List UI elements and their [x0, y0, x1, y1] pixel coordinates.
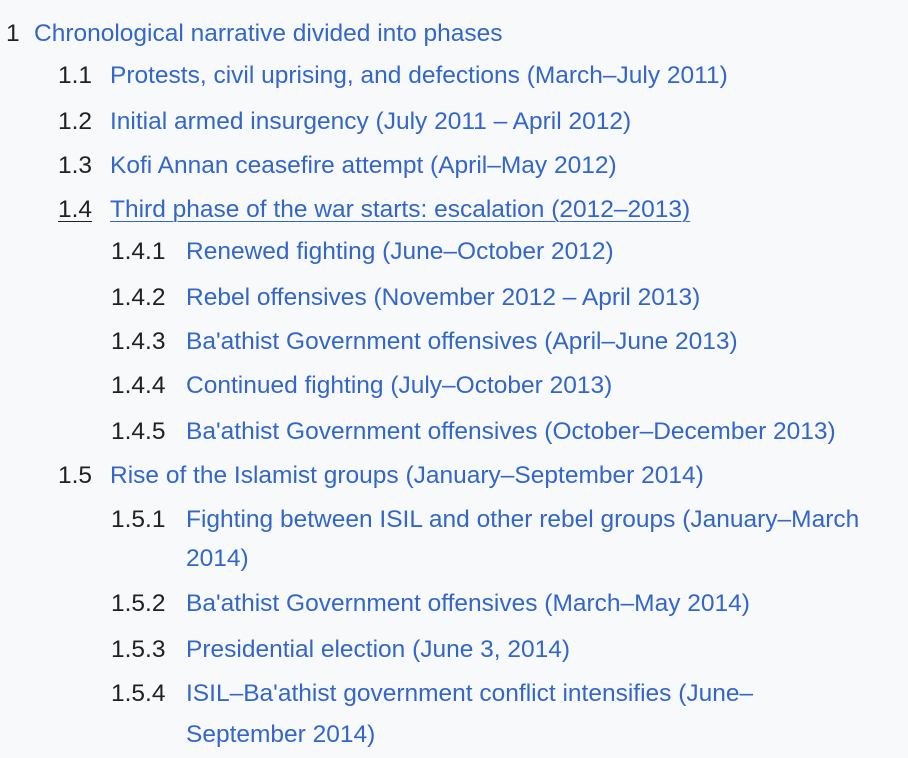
toc-text: Kofi Annan ceasefire attempt (April–May …: [110, 152, 617, 179]
toc-entry-1-4-5[interactable]: 1.4.5 Ba'athist Government offensives (O…: [111, 417, 836, 446]
toc-number: 1: [6, 20, 20, 47]
toc-entry-1-4-3[interactable]: 1.4.3 Ba'athist Government offensives (A…: [111, 327, 738, 356]
toc-entry-1-5-4[interactable]: 1.5.4 ISIL–Ba'athist government conflict…: [111, 679, 806, 755]
toc-number: 1.4: [58, 196, 93, 223]
toc-number: 1.3: [58, 152, 93, 179]
toc-number: 1.4.4: [111, 372, 166, 399]
toc-entry-1-3[interactable]: 1.3 Kofi Annan ceasefire attempt (April–…: [58, 151, 617, 180]
toc-text: Ba'athist Government offensives (April–J…: [186, 328, 738, 355]
toc-entry-1[interactable]: 1 Chronological narrative divided into p…: [6, 19, 503, 48]
toc-text: Chronological narrative divided into pha…: [34, 20, 503, 47]
toc-text: Initial armed insurgency (July 2011 – Ap…: [110, 108, 632, 135]
toc-text: Third phase of the war starts: escalatio…: [110, 196, 691, 223]
toc-number: 1.4.3: [111, 328, 166, 355]
toc-entry-1-4[interactable]: 1.4 Third phase of the war starts: escal…: [58, 195, 690, 224]
toc-text: Continued fighting (July–October 2013): [186, 372, 613, 399]
toc-text: Fighting between ISIL and other rebel gr…: [186, 506, 860, 572]
toc-text: ISIL–Ba'athist government conflict inten…: [186, 680, 754, 748]
toc-entry-1-5-2[interactable]: 1.5.2 Ba'athist Government offensives (M…: [111, 589, 750, 618]
toc-number: 1.2: [58, 108, 93, 135]
toc-text: Ba'athist Government offensives (March–M…: [186, 590, 750, 617]
toc-entry-1-4-4[interactable]: 1.4.4 Continued fighting (July–October 2…: [111, 371, 612, 400]
toc-entry-1-2[interactable]: 1.2 Initial armed insurgency (July 2011 …: [58, 107, 631, 136]
toc-number: 1.4.1: [111, 238, 166, 265]
toc-number: 1.5: [58, 462, 93, 489]
toc-entry-1-5[interactable]: 1.5 Rise of the Islamist groups (January…: [58, 461, 704, 490]
toc-number: 1.5.2: [111, 590, 166, 617]
toc-number: 1.1: [58, 62, 93, 89]
toc-number: 1.5.4: [111, 680, 166, 707]
toc-text: Presidential election (June 3, 2014): [186, 636, 571, 663]
toc-text: Renewed fighting (June–October 2012): [186, 238, 614, 265]
toc-number: 1.4.2: [111, 284, 166, 311]
toc-text: Protests, civil uprising, and defections…: [110, 62, 728, 89]
toc-entry-1-5-1[interactable]: 1.5.1 Fighting between ISIL and other re…: [111, 505, 866, 578]
toc-text: Ba'athist Government offensives (October…: [186, 418, 836, 445]
toc-entry-1-5-3[interactable]: 1.5.3 Presidential election (June 3, 201…: [111, 635, 570, 664]
toc-entry-1-4-2[interactable]: 1.4.2 Rebel offensives (November 2012 – …: [111, 283, 700, 312]
toc-number: 1.5.3: [111, 636, 166, 663]
toc-entry-1-4-1[interactable]: 1.4.1 Renewed fighting (June–October 201…: [111, 237, 614, 266]
toc-number: 1.5.1: [111, 506, 166, 533]
toc-number: 1.4.5: [111, 418, 166, 445]
toc-entry-1-1[interactable]: 1.1 Protests, civil uprising, and defect…: [58, 61, 728, 90]
toc-text: Rebel offensives (November 2012 – April …: [186, 284, 701, 311]
toc-text: Rise of the Islamist groups (January–Sep…: [110, 462, 704, 489]
